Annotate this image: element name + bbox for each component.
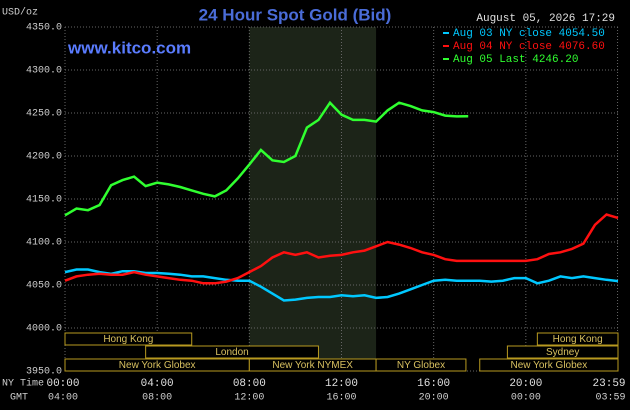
- series-line: [64, 100, 469, 217]
- series-line: [64, 213, 619, 285]
- session-box: [64, 332, 193, 346]
- gmt-tick-label: 20:00: [419, 393, 449, 404]
- session-label: New York Globex: [511, 360, 588, 371]
- legend-entry: Aug 03 NY close 4054.50: [453, 28, 605, 40]
- y-tick-label: 4350.0: [26, 23, 62, 34]
- y-tick-label: 4050.0: [26, 281, 62, 292]
- session-label: NY Globex: [397, 360, 445, 371]
- y-tick-label: 3950.0: [26, 367, 62, 378]
- x-tick-label: 16:00: [417, 378, 450, 390]
- y-tick-label: 4300.0: [26, 66, 62, 77]
- legend-swatch: [443, 45, 449, 47]
- y-tick-label: 4200.0: [26, 152, 62, 163]
- gmt-tick-label: 08:00: [142, 393, 172, 404]
- legend-entry: Aug 05 Last 4246.20: [453, 54, 578, 66]
- x-axis-label: NY Time: [2, 378, 44, 390]
- session-shade: [249, 27, 377, 371]
- x-tick-label: 04:00: [141, 378, 174, 390]
- x-tick-label: 00:00: [46, 378, 79, 390]
- gmt-tick-label: 04:00: [48, 393, 78, 404]
- y-tick-label: 4000.0: [26, 324, 62, 335]
- x-tick-label: 12:00: [325, 378, 358, 390]
- y-tick-label: 4150.0: [26, 195, 62, 206]
- legend-swatch: [443, 32, 449, 34]
- session-label: New York NYMEX: [272, 360, 353, 371]
- session-box: [145, 345, 319, 359]
- session-label: Sydney: [546, 347, 579, 358]
- session-label: London: [215, 347, 248, 358]
- y-tick-label: 4250.0: [26, 109, 62, 120]
- x-axis-label: GMT: [10, 393, 28, 404]
- gmt-tick-label: 12:00: [234, 393, 264, 404]
- y-tick-label: 4100.0: [26, 238, 62, 249]
- site-label: www.kitco.com: [67, 38, 191, 57]
- timestamp: August 05, 2026 17:29: [476, 13, 615, 25]
- session-box: [536, 332, 619, 346]
- gmt-tick-label: 16:00: [326, 393, 356, 404]
- chart-title: 24 Hour Spot Gold (Bid): [199, 5, 392, 24]
- session-label: New York Globex: [119, 360, 196, 371]
- session-box: [506, 345, 619, 359]
- x-tick-label: 23:59: [593, 378, 626, 390]
- legend-entry: Aug 04 NY close 4076.60: [453, 41, 605, 53]
- session-label: Hong Kong: [103, 334, 153, 345]
- gmt-tick-label: 00:00: [511, 393, 541, 404]
- y-axis-label: USD/oz: [2, 7, 38, 19]
- session-label: Hong Kong: [553, 334, 603, 345]
- series-line: [64, 268, 619, 302]
- x-tick-label: 08:00: [233, 378, 266, 390]
- legend-swatch: [443, 58, 449, 60]
- x-tick-label: 20:00: [509, 378, 542, 390]
- session-box: [479, 358, 619, 372]
- session-box: [375, 358, 467, 372]
- gmt-tick-label: 03:59: [596, 393, 626, 404]
